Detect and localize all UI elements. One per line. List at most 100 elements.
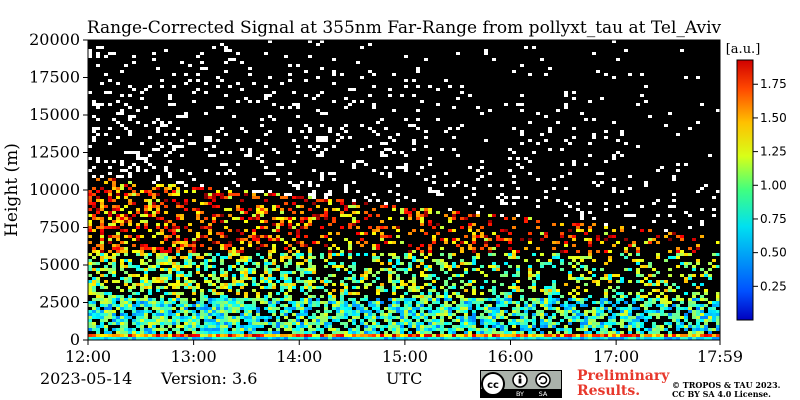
heatmap-cell — [652, 202, 656, 205]
heatmap-cell — [372, 280, 376, 283]
heatmap-cell — [352, 265, 356, 268]
heatmap-cell — [216, 85, 220, 88]
heatmap-cell — [568, 328, 572, 331]
heatmap-cell — [388, 253, 392, 256]
heatmap-cell — [336, 319, 340, 322]
heatmap-cell — [688, 127, 692, 130]
heatmap-cell — [140, 262, 144, 265]
x-tick-label: 17:59 — [697, 347, 743, 366]
heatmap-cell — [300, 217, 304, 220]
heatmap-cell — [144, 160, 148, 163]
heatmap-cell — [116, 307, 120, 310]
heatmap-cell — [172, 265, 176, 268]
heatmap-cell — [292, 328, 296, 331]
heatmap-cell — [464, 313, 468, 316]
heatmap-cell — [300, 253, 304, 256]
heatmap-cell — [276, 292, 280, 295]
heatmap-cell — [492, 214, 496, 217]
heatmap-cell — [644, 277, 648, 280]
heatmap-cell — [492, 328, 496, 331]
heatmap-cell — [456, 328, 460, 331]
heatmap-cell — [404, 154, 408, 157]
heatmap-cell — [116, 208, 120, 211]
heatmap-cell — [208, 325, 212, 328]
heatmap-cell — [128, 331, 132, 334]
heatmap-cell — [104, 316, 108, 319]
heatmap-cell — [484, 307, 488, 310]
heatmap-cell — [172, 226, 176, 229]
heatmap-cell — [104, 226, 108, 229]
heatmap-cell — [676, 286, 680, 289]
heatmap-cell — [548, 148, 552, 151]
heatmap-cell — [264, 286, 268, 289]
heatmap-cell — [192, 190, 196, 193]
heatmap-cell — [600, 328, 604, 331]
heatmap-cell — [124, 229, 128, 232]
heatmap-cell — [452, 313, 456, 316]
heatmap-cell — [288, 319, 292, 322]
heatmap-cell — [656, 289, 660, 292]
heatmap-cell — [164, 319, 168, 322]
heatmap-cell — [516, 289, 520, 292]
heatmap-cell — [404, 319, 408, 322]
heatmap-cell — [160, 184, 164, 187]
heatmap-cell — [572, 127, 576, 130]
heatmap-cell — [172, 334, 176, 337]
heatmap-cell — [132, 310, 136, 313]
heatmap-cell — [468, 328, 472, 331]
heatmap-cell — [168, 292, 172, 295]
heatmap-cell — [520, 133, 524, 136]
heatmap-cell — [596, 70, 600, 73]
heatmap-cell — [104, 211, 108, 214]
heatmap-cell — [548, 292, 552, 295]
heatmap-cell — [264, 166, 268, 169]
heatmap-cell — [244, 220, 248, 223]
heatmap-cell — [676, 169, 680, 172]
heatmap-cell — [404, 337, 408, 340]
heatmap-cell — [128, 301, 132, 304]
heatmap-cell — [180, 265, 184, 268]
heatmap-cell — [684, 265, 688, 268]
heatmap-cell — [572, 160, 576, 163]
heatmap-cell — [532, 283, 536, 286]
heatmap-cell — [264, 235, 268, 238]
heatmap-cell — [424, 334, 428, 337]
heatmap-cell — [492, 322, 496, 325]
heatmap-cell — [172, 190, 176, 193]
heatmap-cell — [100, 208, 104, 211]
heatmap-cell — [184, 184, 188, 187]
heatmap-cell — [536, 301, 540, 304]
heatmap-cell — [100, 253, 104, 256]
heatmap-cell — [540, 133, 544, 136]
heatmap-cell — [232, 265, 236, 268]
heatmap-cell — [412, 250, 416, 253]
heatmap-cell — [228, 325, 232, 328]
heatmap-cell — [400, 298, 404, 301]
heatmap-cell — [164, 256, 168, 259]
heatmap-cell — [232, 115, 236, 118]
heatmap-cell — [224, 331, 228, 334]
heatmap-cell — [388, 241, 392, 244]
heatmap-cell — [88, 169, 92, 172]
heatmap-cell — [152, 181, 156, 184]
heatmap-cell — [156, 217, 160, 220]
heatmap-cell — [200, 274, 204, 277]
heatmap-cell — [92, 130, 96, 133]
heatmap-cell — [300, 322, 304, 325]
heatmap-cell — [420, 220, 424, 223]
colorbar-gradient — [736, 59, 754, 321]
heatmap-cell — [200, 298, 204, 301]
heatmap-cell — [476, 178, 480, 181]
heatmap-cell — [300, 286, 304, 289]
heatmap-cell — [664, 313, 668, 316]
heatmap-cell — [396, 133, 400, 136]
heatmap-cell — [456, 181, 460, 184]
heatmap-cell — [264, 220, 268, 223]
heatmap-cell — [132, 313, 136, 316]
heatmap-cell — [584, 265, 588, 268]
heatmap-cell — [716, 190, 720, 193]
heatmap-cell — [240, 331, 244, 334]
heatmap-cell — [356, 253, 360, 256]
heatmap-cell — [116, 175, 120, 178]
heatmap-cell — [696, 76, 700, 79]
